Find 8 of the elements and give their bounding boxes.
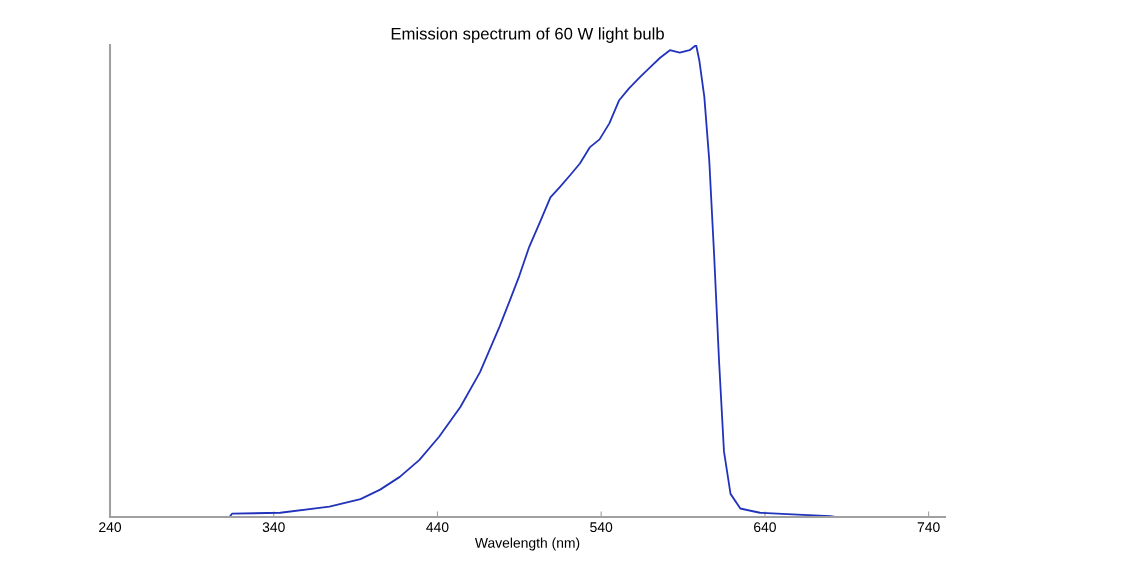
x-tick-label: 740 <box>917 522 940 533</box>
x-tick-label: 240 <box>99 522 122 533</box>
x-tick-label: 640 <box>754 522 776 533</box>
x-axis-title: Wavelength (nm) <box>474 537 580 551</box>
x-tick-label: 340 <box>262 522 285 533</box>
x-tick-label: 440 <box>426 522 449 533</box>
x-tick-label: 540 <box>590 522 613 533</box>
chart-title: Emission spectrum of 60 W light bulb <box>391 27 664 43</box>
